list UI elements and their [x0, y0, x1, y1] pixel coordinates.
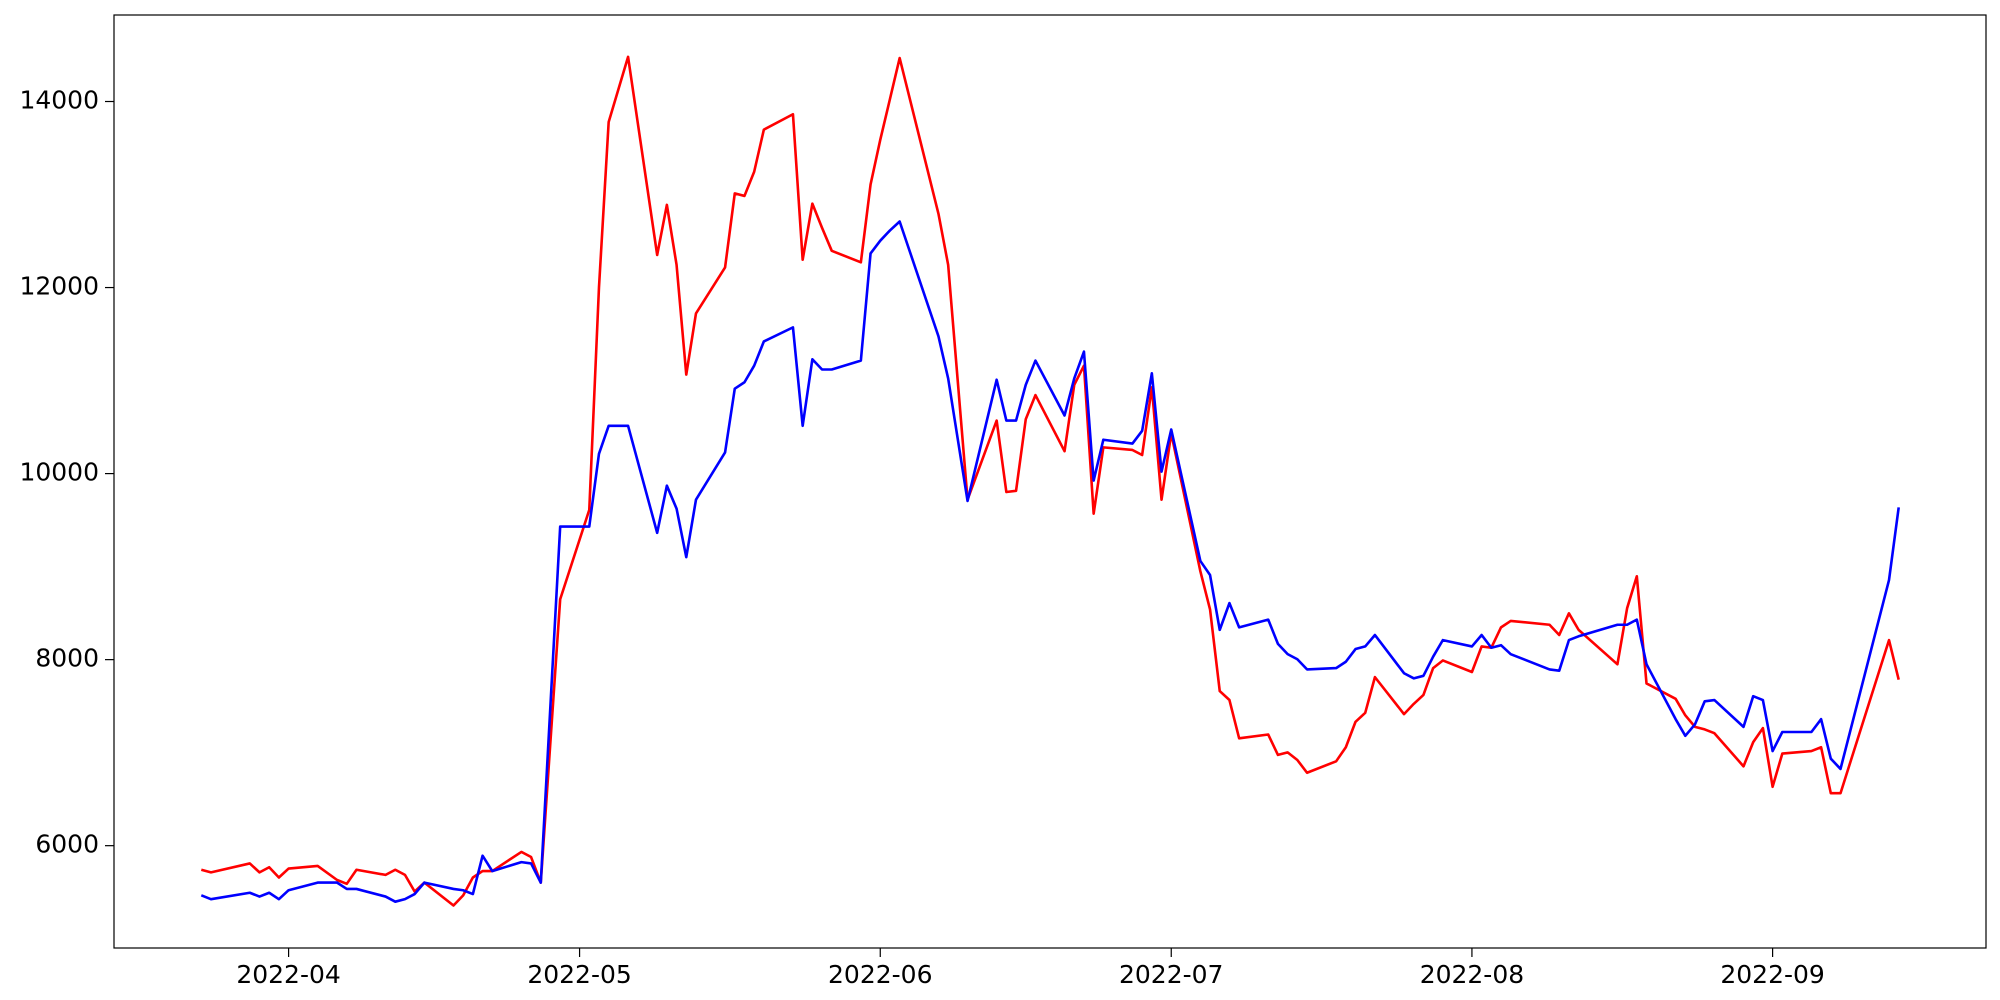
x-tick-label: 2022-04	[236, 960, 340, 989]
y-tick-label: 12000	[19, 272, 99, 301]
plot-frame	[113, 14, 1987, 949]
y-tick-label: 8000	[35, 644, 99, 673]
x-tick-label: 2022-07	[1119, 960, 1223, 989]
line-series	[200, 55, 1900, 907]
y-tick-label: 6000	[35, 830, 99, 859]
line-series	[200, 220, 1900, 903]
y-tick-label: 10000	[19, 458, 99, 487]
x-tick-label: 2022-06	[828, 960, 932, 989]
x-tick-label: 2022-05	[527, 960, 631, 989]
x-tick-label: 2022-09	[1720, 960, 1824, 989]
y-tick-label: 14000	[19, 86, 99, 115]
x-tick-label: 2022-08	[1420, 960, 1524, 989]
